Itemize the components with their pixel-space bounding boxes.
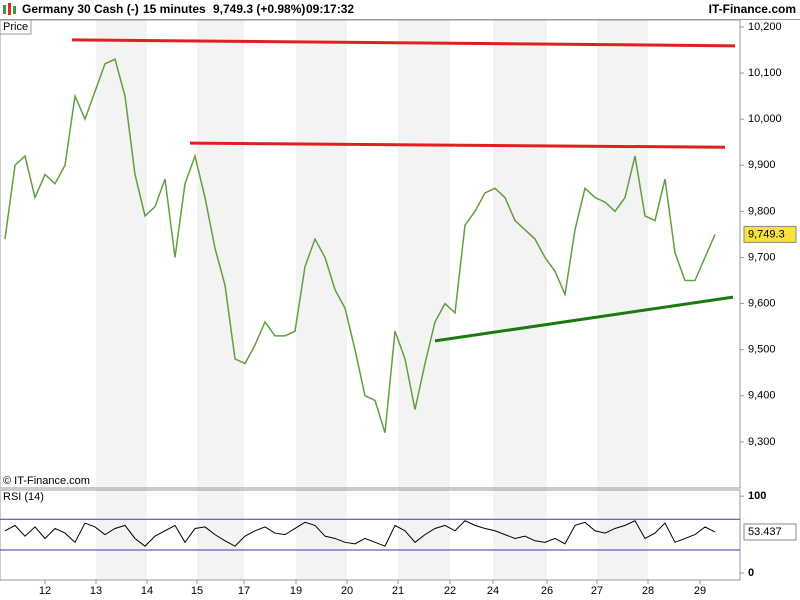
day-band bbox=[197, 20, 244, 580]
x-tick-label: 27 bbox=[591, 585, 603, 597]
last-value-label: 53.437 bbox=[748, 526, 782, 538]
series-line bbox=[4, 58, 716, 433]
x-tick-label: 15 bbox=[191, 585, 203, 597]
series-line bbox=[4, 520, 716, 547]
y-tick-label: 9,400 bbox=[748, 390, 776, 402]
x-tick-label: 14 bbox=[141, 585, 153, 597]
y-tick-label: 9,800 bbox=[748, 205, 776, 217]
panel-label-box bbox=[0, 19, 32, 35]
interval: 15 minutes bbox=[143, 2, 206, 16]
rsi-label: RSI (14) bbox=[3, 491, 44, 503]
last-value-label: 9,749.3 bbox=[748, 228, 785, 240]
icon bbox=[3, 5, 6, 14]
y-tick-label: 10,100 bbox=[748, 67, 782, 79]
instrument: Germany 30 Cash (-) bbox=[22, 2, 139, 16]
x-tick-label: 20 bbox=[341, 585, 353, 597]
y-tick-label: 10,200 bbox=[748, 21, 782, 33]
y-tick-label: 9,700 bbox=[748, 251, 776, 263]
y-tick-label: 9,300 bbox=[748, 436, 776, 448]
day-band bbox=[96, 20, 147, 580]
x-tick-label: 28 bbox=[642, 585, 654, 597]
x-tick-label: 24 bbox=[487, 585, 499, 597]
day-band bbox=[296, 20, 347, 580]
x-tick-label: 29 bbox=[694, 585, 706, 597]
icon bbox=[13, 6, 16, 14]
copyright: © IT-Finance.com bbox=[3, 475, 90, 487]
y-tick-label: 9,600 bbox=[748, 297, 776, 309]
day-band bbox=[597, 20, 648, 580]
icon bbox=[8, 3, 11, 15]
last-value-box bbox=[743, 225, 797, 243]
y-tick-label: 9,500 bbox=[748, 344, 776, 356]
trend-line bbox=[189, 141, 726, 149]
quote: 9,749.3 (+0.98%) bbox=[213, 2, 305, 16]
brand: IT-Finance.com bbox=[709, 2, 796, 16]
x-tick-label: 21 bbox=[392, 585, 404, 597]
x-tick-label: 22 bbox=[444, 585, 456, 597]
last-value-box bbox=[743, 523, 797, 541]
day-band bbox=[493, 20, 547, 580]
x-tick-label: 13 bbox=[90, 585, 102, 597]
x-tick-label: 26 bbox=[541, 585, 553, 597]
price-label: Price bbox=[3, 21, 28, 33]
trend-line bbox=[71, 38, 736, 48]
y-tick-label: 0 bbox=[748, 567, 754, 579]
y-tick-label: 100 bbox=[748, 490, 766, 502]
x-tick-label: 17 bbox=[238, 585, 250, 597]
x-tick-label: 19 bbox=[290, 585, 302, 597]
time: 09:17:32 bbox=[306, 2, 354, 16]
trend-line bbox=[434, 295, 734, 343]
rsi-panel bbox=[0, 489, 741, 581]
y-tick-label: 10,000 bbox=[748, 113, 782, 125]
y-tick-label: 9,900 bbox=[748, 159, 776, 171]
day-band bbox=[398, 20, 450, 580]
x-tick-label: 12 bbox=[39, 585, 51, 597]
